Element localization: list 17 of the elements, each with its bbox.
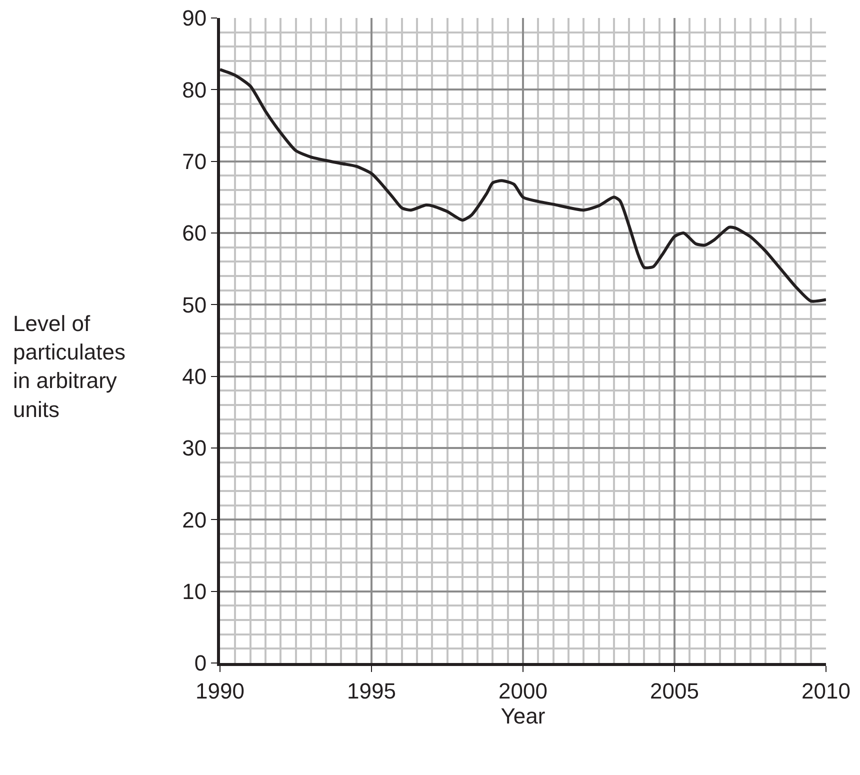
y-axis-title: Level of particulates in arbitrary units	[13, 311, 126, 422]
y-tick-label: 0	[194, 650, 207, 676]
x-tick-label: 2010	[802, 678, 850, 704]
x-axis-title: Year	[500, 703, 546, 728]
y-tick-label: 20	[182, 507, 207, 532]
x-tick-label: 1990	[196, 678, 244, 704]
y-tick-label: 40	[182, 364, 207, 390]
y-tick-label: 50	[182, 292, 207, 318]
x-tick-label: 1995	[347, 678, 396, 704]
y-tick-label: 60	[182, 220, 207, 246]
y-tick-label: 70	[182, 149, 207, 174]
y-tick-label: 90	[182, 6, 207, 31]
y-tick-label: 30	[182, 436, 207, 461]
y-tick-label: 10	[182, 579, 207, 604]
y-tick-label: 80	[182, 77, 207, 102]
x-tick-label: 2005	[650, 678, 699, 704]
x-tick-label: 2000	[498, 678, 548, 704]
